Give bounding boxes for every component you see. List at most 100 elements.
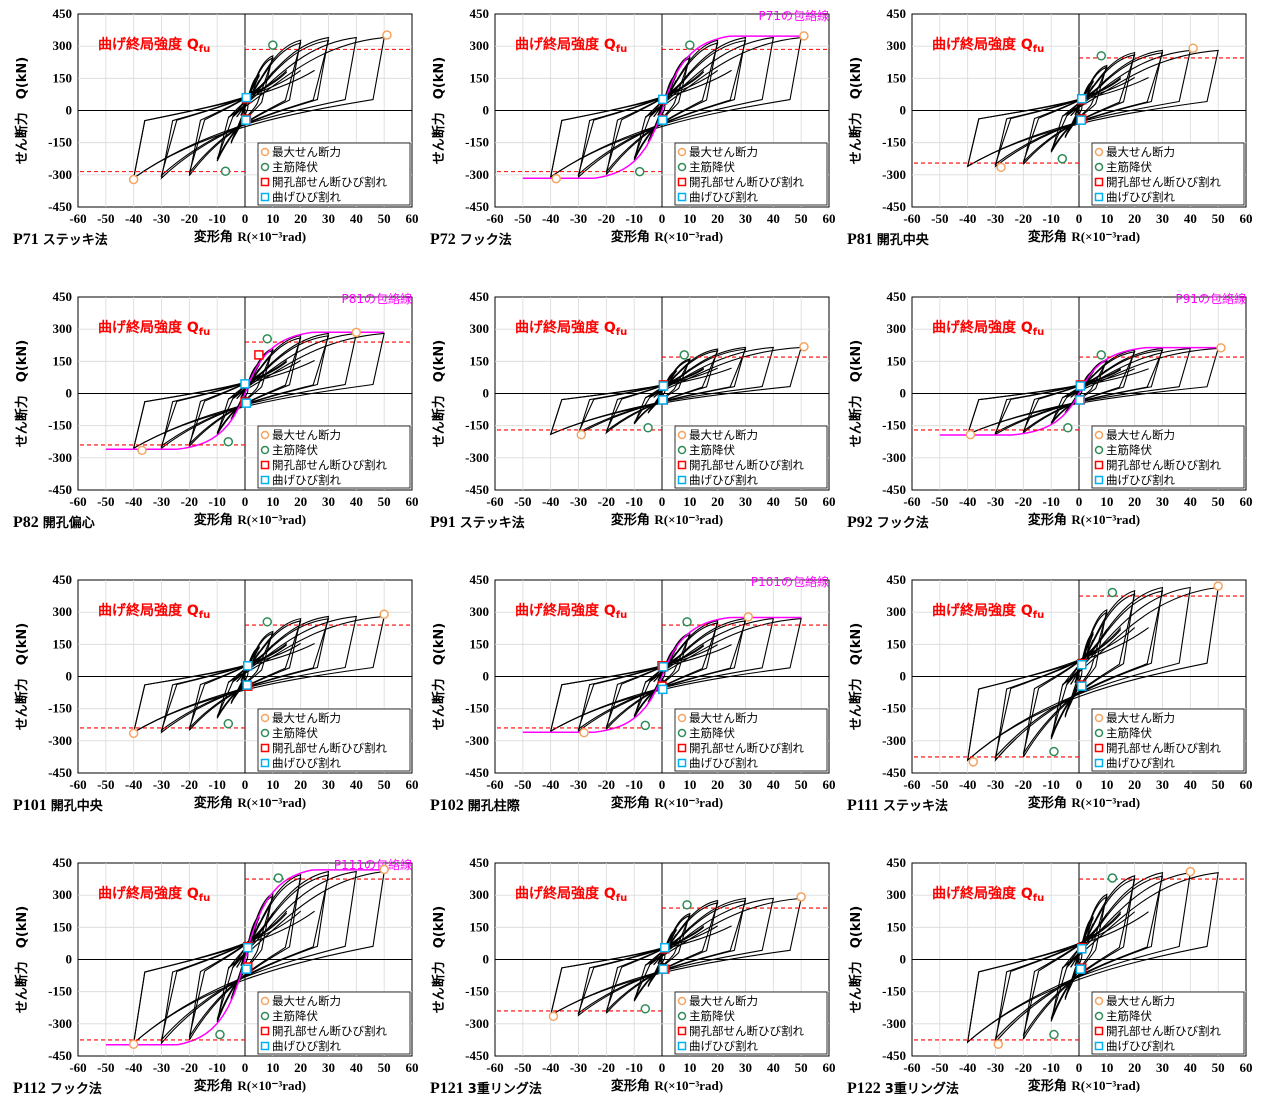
legend-entry: 開孔部せん断ひび割れ (272, 1024, 387, 1038)
flexural-crack-marker (1077, 93, 1087, 104)
max-shear-marker (382, 30, 392, 40)
x-tick-label: -10 (625, 1060, 642, 1075)
legend-box (257, 425, 411, 489)
rebar-yield-marker (268, 40, 278, 50)
legend-marker (677, 1011, 687, 1021)
x-tick-label: -60 (486, 777, 503, 792)
qfu-label-sub: fu (199, 44, 210, 55)
panel-method: フック法 (460, 232, 512, 248)
legend-entry: 最大せん断力 (272, 145, 341, 159)
hysteresis-loop (160, 874, 330, 1042)
legend-entry: 最大せん断力 (1106, 994, 1175, 1008)
flexural-crack-marker (1075, 964, 1086, 974)
y-tick-label: -450 (48, 1048, 72, 1063)
panel-id: P122 (847, 1080, 885, 1097)
y-tick-label: 450 (887, 855, 907, 870)
legend-entry: 開孔部せん断ひび割れ (1106, 458, 1221, 472)
x-tick-label: 20 (711, 211, 724, 226)
flexural-crack-marker (1077, 944, 1087, 954)
x-tick-label: 10 (1100, 211, 1113, 226)
x-tick-label: -30 (570, 494, 587, 509)
hysteresis-loop (132, 870, 385, 1045)
y-tick-label: 450 (53, 572, 73, 587)
legend-marker (260, 1026, 270, 1036)
legend-entry: 曲げひび割れ (272, 1039, 341, 1053)
x-tick-label: -20 (181, 777, 198, 792)
x-tick-label: 40 (767, 1060, 780, 1075)
qfu-label: 曲げ終局強度 Qfu (98, 319, 210, 338)
flexural-crack-marker (241, 115, 251, 125)
y-axis-label: せん断力 Q(kN) (431, 340, 447, 447)
x-tick-label: 40 (1184, 777, 1197, 792)
max-shear-marker (968, 757, 978, 767)
legend-entry: 開孔部せん断ひび割れ (272, 741, 387, 755)
x-tick-label: -50 (97, 1060, 114, 1075)
y-tick-label: 0 (483, 952, 490, 967)
max-shear-marker (351, 327, 362, 338)
x-axis-label: 変形角 R(×10⁻³rad) (194, 795, 306, 811)
panel-method: 開孔中央 (51, 798, 104, 814)
legend-entry: 最大せん断力 (272, 711, 341, 725)
legend-box (257, 991, 411, 1055)
x-axis-label: 変形角 R(×10⁻³rad) (194, 1078, 306, 1094)
y-axis-label: せん断力 Q(kN) (431, 906, 447, 1013)
y-tick-label: -450 (882, 482, 906, 497)
y-tick-label: 0 (900, 103, 907, 118)
x-axis-label-unit: R(×10⁻³rad) (237, 795, 306, 810)
x-tick-label: -60 (486, 494, 503, 509)
x-tick-label: -60 (903, 777, 920, 792)
qfu-label-text: 曲げ終局強度 Q (932, 885, 1033, 902)
x-tick-label: -50 (514, 211, 531, 226)
x-tick-label: 0 (242, 1060, 249, 1075)
x-axis-label-prefix: 変形角 (1028, 795, 1072, 811)
x-axis-label-prefix: 変形角 (1028, 512, 1072, 528)
x-tick-label: 0 (1076, 211, 1083, 226)
legend-marker (260, 1041, 270, 1051)
x-tick-label: -20 (598, 777, 615, 792)
rebar-yield-marker (262, 617, 273, 627)
legend-marker (1094, 713, 1104, 723)
qfu-label-sub: fu (616, 893, 627, 904)
panel-id: P91 (430, 514, 460, 531)
legend-marker (1094, 475, 1104, 485)
legend-entry: 曲げひび割れ (689, 190, 758, 204)
x-tick-label: -30 (570, 777, 587, 792)
x-tick-label: 30 (1156, 777, 1169, 792)
rebar-yield-marker (685, 40, 695, 50)
qfu-label-text: 曲げ終局強度 Q (515, 319, 616, 336)
x-tick-label: 40 (767, 494, 780, 509)
legend-marker (677, 162, 687, 172)
x-tick-label: -30 (153, 1060, 170, 1075)
x-tick-label: -60 (903, 211, 920, 226)
y-tick-label: 300 (887, 321, 907, 336)
y-axis-label: せん断力 Q(kN) (431, 57, 447, 164)
y-tick-label: -300 (465, 733, 489, 748)
legend-entry: 曲げひび割れ (689, 473, 758, 487)
flexural-crack-marker (241, 398, 252, 408)
x-tick-label: -60 (903, 1060, 920, 1075)
panel-method: フック法 (50, 1081, 102, 1097)
legend-marker (1094, 147, 1104, 157)
legend-marker (677, 728, 687, 738)
rebar-yield-marker (1049, 746, 1059, 757)
legend-marker (1094, 177, 1104, 187)
x-axis-label-unit: R(×10⁻³rad) (1071, 1078, 1140, 1093)
rebar-yield-marker (1096, 350, 1107, 360)
x-axis-label-unit: R(×10⁻³rad) (654, 795, 723, 810)
rebar-yield-marker (634, 166, 645, 177)
x-tick-label: 20 (711, 494, 724, 509)
y-axis-label: せん断力 Q(kN) (848, 623, 864, 730)
qfu-label: 曲げ終局強度 Qfu (98, 885, 210, 904)
x-axis-label-prefix: 変形角 (611, 229, 655, 245)
flexural-crack-marker (243, 661, 253, 671)
x-tick-label: 30 (739, 777, 752, 792)
envelope-label: P81の包絡線 (341, 291, 412, 306)
x-tick-label: -40 (959, 494, 976, 509)
y-tick-label: 450 (887, 6, 907, 21)
x-tick-label: 50 (1212, 211, 1225, 226)
qfu-label-text: 曲げ終局強度 Q (932, 319, 1033, 336)
rebar-yield-marker (273, 873, 284, 883)
y-tick-label: 0 (66, 669, 73, 684)
